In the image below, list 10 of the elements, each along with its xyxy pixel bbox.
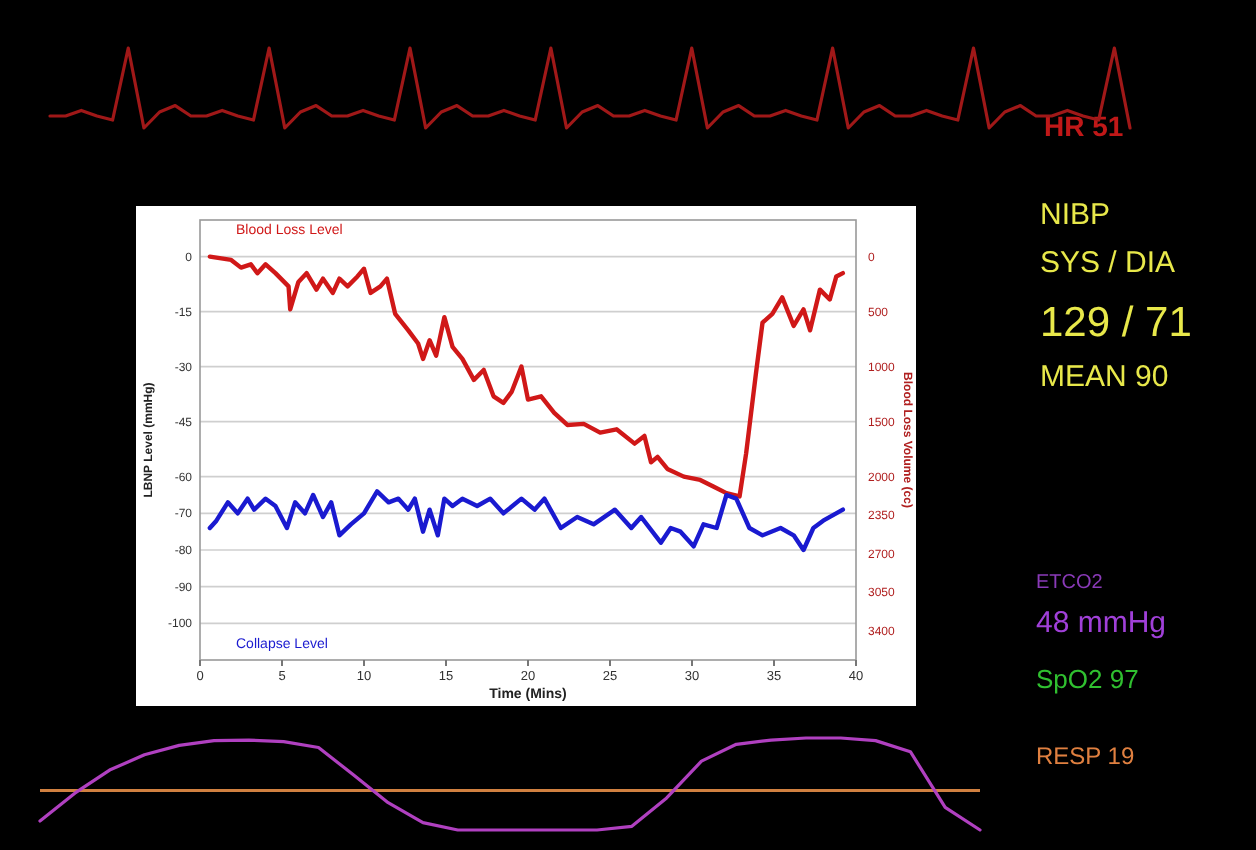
text: NIBP [1040, 198, 1111, 232]
text: RESP 19 [1036, 742, 1135, 770]
text: ETCO2 [1036, 572, 1104, 594]
text: MEAN 90 [1040, 360, 1169, 394]
text: 48 mmHg [1036, 606, 1167, 640]
line-series [207, 489, 846, 553]
text: SYS / DIA [1040, 246, 1176, 280]
line-series [207, 254, 846, 499]
text: SpO2 97 [1036, 664, 1139, 694]
text: 129 / 71 [1040, 300, 1192, 346]
